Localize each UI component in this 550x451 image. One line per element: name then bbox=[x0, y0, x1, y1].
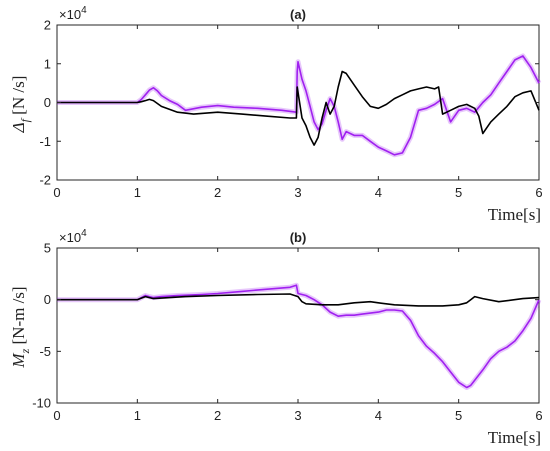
x-ticks-a: 0 1 2 3 4 5 6 bbox=[53, 25, 543, 200]
y-label-main-a: Δ bbox=[9, 122, 28, 133]
y-tick-label-b-0: -10 bbox=[32, 396, 51, 411]
x-tick-label-a-4: 4 bbox=[375, 185, 382, 200]
x-tick-label-a-0: 0 bbox=[53, 185, 60, 200]
y-multiplier-a: ×104 bbox=[59, 5, 87, 22]
series-line-b-1 bbox=[57, 293, 540, 307]
series-line-a-0 bbox=[57, 55, 540, 156]
x-tick-label-b-6: 6 bbox=[535, 408, 542, 423]
y-tick-label-b-2: 0 bbox=[44, 292, 51, 307]
y-tick-label-b-1: -5 bbox=[39, 344, 51, 359]
panel-title-a: (a) bbox=[290, 7, 306, 22]
x-tick-label-b-4: 4 bbox=[375, 408, 382, 423]
y-tick-label-a-2: 0 bbox=[44, 95, 51, 110]
y-ticks-b: -10 -5 0 5 bbox=[32, 241, 539, 411]
x-tick-label-b-3: 3 bbox=[294, 408, 301, 423]
y-tick-label-a-3: 1 bbox=[44, 56, 51, 71]
y-label-sub-a: f bbox=[18, 117, 32, 122]
x-tick-label-b-2: 2 bbox=[214, 408, 221, 423]
y-label-rest-b: [N-m /s] bbox=[9, 286, 28, 348]
y-multiplier-exp-a: 4 bbox=[81, 5, 87, 16]
y-label-rest-a: [N /s] bbox=[9, 76, 28, 119]
y-label-sub-b: z bbox=[18, 348, 32, 354]
series-line-b-0 bbox=[57, 284, 540, 389]
x-tick-label-b-5: 5 bbox=[455, 408, 462, 423]
y-tick-label-a-4: 2 bbox=[44, 18, 51, 33]
x-tick-label-b-1: 1 bbox=[134, 408, 141, 423]
x-tick-label-a-6: 6 bbox=[535, 185, 542, 200]
plot-area-b bbox=[57, 282, 542, 390]
y-tick-label-a-0: -2 bbox=[39, 173, 51, 188]
x-tick-label-a-1: 1 bbox=[134, 185, 141, 200]
x-axis-label-a: Time[s] bbox=[488, 205, 541, 224]
panel-title-b: (b) bbox=[290, 230, 307, 245]
x-tick-label-a-3: 3 bbox=[294, 185, 301, 200]
y-tick-label-b-3: 5 bbox=[44, 241, 51, 256]
y-ticks-a: -2 -1 0 1 2 bbox=[39, 18, 539, 188]
x-tick-label-b-0: 0 bbox=[53, 408, 60, 423]
axes-frame-b bbox=[56, 247, 540, 404]
y-axis-label-a: Δf [N /s] bbox=[9, 76, 32, 134]
series-line-a-1 bbox=[57, 70, 540, 146]
y-multiplier-base-b: ×10 bbox=[59, 230, 81, 245]
x-axis-label-b: Time[s] bbox=[488, 428, 541, 447]
x-tick-label-a-5: 5 bbox=[455, 185, 462, 200]
y-multiplier-b: ×104 bbox=[59, 228, 87, 245]
y-tick-label-a-1: -1 bbox=[39, 134, 51, 149]
y-axis-label-b: Mz [N-m /s] bbox=[9, 286, 32, 368]
y-multiplier-exp-b: 4 bbox=[81, 228, 87, 239]
x-tick-label-a-2: 2 bbox=[214, 185, 221, 200]
y-label-main-b: M bbox=[9, 353, 28, 369]
plot-area-a bbox=[57, 53, 542, 158]
x-ticks-b: 0 1 2 3 4 5 6 bbox=[53, 248, 543, 423]
y-multiplier-base-a: ×10 bbox=[59, 7, 81, 22]
